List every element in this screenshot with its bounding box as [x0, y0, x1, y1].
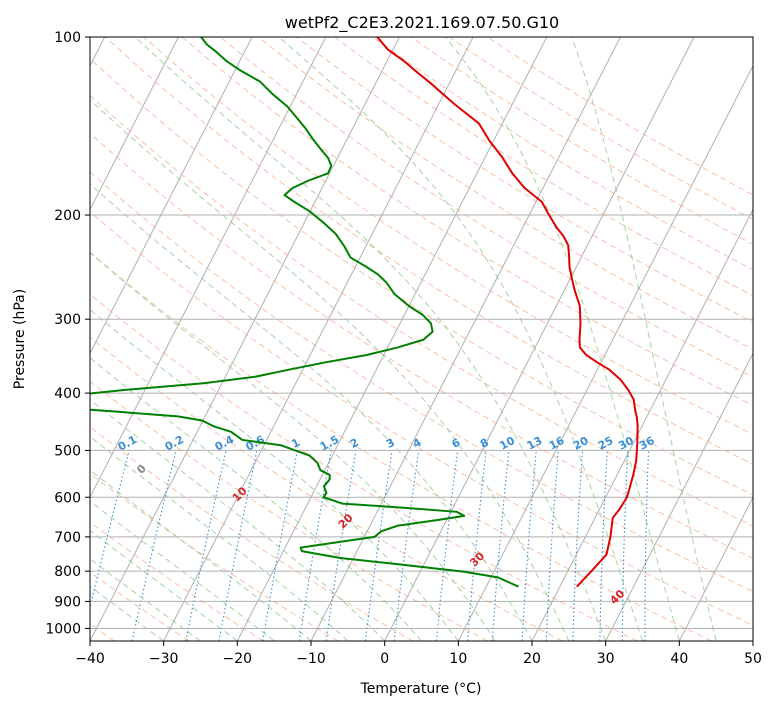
isotherm-line [90, 37, 400, 641]
isotherm-lines [90, 37, 753, 641]
y-tick-label: 100 [54, 30, 81, 46]
isotherm-line [605, 352, 753, 641]
moist-adiabat-line [90, 469, 312, 641]
mixing-ratio-label: 25 [596, 434, 616, 453]
mixing-ratio-label: 16 [547, 434, 567, 453]
y-tick-label: 200 [54, 208, 81, 224]
isotherm-line [310, 37, 621, 641]
mixing-ratio-line [435, 450, 459, 641]
moist-adiabat-line [90, 251, 496, 641]
dry-adiabat-line [90, 251, 712, 641]
y-axis-title: Pressure (hPa) [12, 289, 28, 389]
moist-adiabat-line [90, 308, 459, 641]
plot-frame [89, 36, 754, 642]
y-tick-label: 700 [54, 530, 81, 546]
y-tick-label: 1000 [45, 621, 81, 637]
moist-adiabat-line [571, 37, 717, 641]
y-tick-label: 900 [54, 594, 81, 610]
moist-adiabat-line [90, 558, 201, 641]
dry-adiabat-line [90, 94, 753, 527]
dry-adiabat-line [90, 171, 753, 592]
chart-title: wetPf2_C2E3.2021.169.07.50.G10 [285, 13, 559, 33]
isotherm-line [531, 208, 753, 641]
dry-adiabat-line [90, 132, 753, 559]
moist-adiabat-line [444, 37, 680, 641]
isotherm-line [678, 496, 753, 641]
isobar-gridlines [90, 37, 753, 629]
dry-adiabat-line [90, 57, 753, 496]
x-tick-label: 40 [670, 651, 688, 667]
mixing-ratio-label: 10 [497, 434, 517, 453]
moist-adiabat-line [90, 585, 164, 641]
moist-adiabat-line [90, 183, 533, 641]
mixing-ratio-line [90, 450, 130, 610]
mixing-ratio-label: 13 [525, 434, 545, 453]
dewpoint-profile [90, 37, 519, 588]
temperature-profile [376, 37, 639, 588]
isotherm-line [457, 64, 753, 641]
isotherm-line [236, 37, 548, 641]
dry-adiabat-line [105, 37, 753, 465]
dry-adiabat-line [143, 37, 753, 436]
isotherm-line [90, 37, 179, 211]
isotherm-line [90, 37, 253, 355]
plot-area: -100-90-80-70-60-50-40-30-20-10010203040… [90, 37, 753, 641]
mixing-ratio-line [466, 450, 487, 641]
mixing-ratio-line [325, 450, 357, 641]
isotherm-line [384, 37, 695, 641]
isotherm-line [90, 37, 327, 499]
y-tick-label: 600 [54, 490, 81, 506]
mixing-ratio-line [298, 450, 332, 641]
y-tick-label: 500 [54, 443, 81, 459]
y-tick-label: 400 [54, 386, 81, 402]
moist-adiabat-line [90, 435, 349, 641]
dry-adiabat-line [296, 37, 753, 323]
x-tick-label: 30 [597, 651, 615, 667]
x-tick-label: 50 [744, 651, 762, 667]
mixing-ratio-line [393, 450, 420, 641]
y-tick-label: 300 [54, 312, 81, 328]
moist-adiabat-line [134, 37, 607, 641]
mixing-ratio-lines [90, 450, 650, 641]
series-layer [90, 37, 639, 588]
moist-adiabat-line [278, 37, 643, 641]
dry-adiabat-line [334, 37, 753, 297]
moist-adiabat-line [90, 398, 386, 641]
x-tick-label: −30 [149, 651, 179, 667]
x-axis: −40 −30 −20 −10 0 10 20 30 40 50 [75, 641, 762, 667]
mixing-ratio-label: 20 [571, 434, 591, 453]
moist-adiabat-lines [90, 37, 717, 641]
x-tick-label: −40 [75, 651, 105, 667]
dry-adiabat-line [90, 472, 339, 641]
x-tick-label: 20 [523, 651, 541, 667]
dry-adiabat-line [90, 571, 190, 641]
mixing-ratio-line [364, 450, 393, 641]
dry-adiabat-line [90, 380, 488, 641]
x-tick-label: −10 [296, 651, 326, 667]
y-tick-label: 800 [54, 564, 81, 580]
mixing-ratio-label: 30 [616, 434, 636, 453]
dry-adiabat-line [90, 211, 753, 627]
moist-adiabat-line [90, 529, 238, 641]
dry-adiabat-line [90, 293, 638, 641]
moist-adiabat-line [90, 98, 570, 641]
x-tick-label: 10 [449, 651, 467, 667]
mixing-ratio-label: 36 [637, 434, 657, 453]
isotherm-line [163, 37, 474, 641]
x-tick-label: −20 [223, 651, 253, 667]
dry-adiabat-line [181, 37, 753, 406]
y-axis: 100 200 300 400 500 600 700 800 900 1000 [45, 30, 90, 637]
x-axis-title: Temperature (°C) [360, 681, 482, 697]
mixing-ratio-line [131, 450, 177, 641]
x-tick-label: 0 [380, 651, 389, 667]
